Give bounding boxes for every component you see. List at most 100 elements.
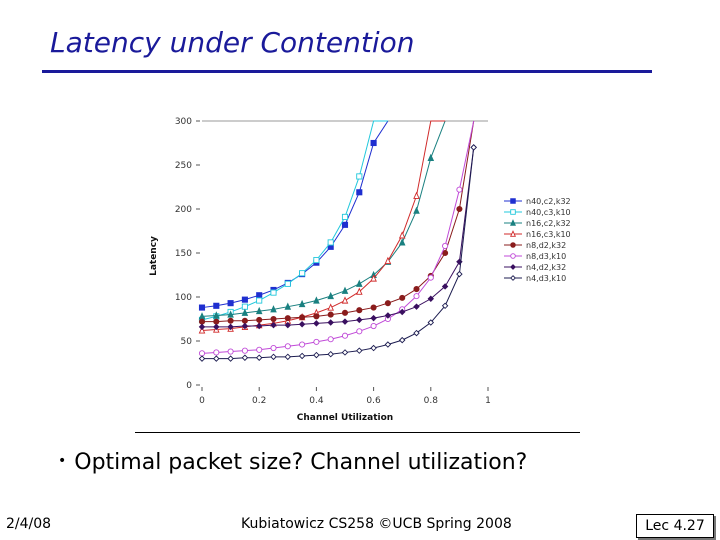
y-tick-label: 200 xyxy=(175,205,192,215)
data-point xyxy=(341,221,349,228)
x-axis-label: Channel Utilization xyxy=(297,413,393,423)
legend-label: n4,d2,k32 xyxy=(526,263,566,272)
data-point xyxy=(213,318,220,325)
data-point xyxy=(241,317,248,324)
data-point xyxy=(255,322,263,330)
data-point xyxy=(370,314,377,322)
data-point xyxy=(298,299,306,308)
data-point xyxy=(510,230,516,237)
data-point xyxy=(198,304,206,311)
data-point xyxy=(327,239,334,246)
data-point xyxy=(384,300,391,307)
data-point xyxy=(227,310,234,318)
data-point xyxy=(398,308,406,316)
slide-date: 2/4/08 xyxy=(6,516,52,532)
data-point xyxy=(284,343,291,350)
slide-title: Latency under Contention xyxy=(50,26,415,59)
data-point xyxy=(441,302,449,310)
legend-label: n16,c3,k10 xyxy=(526,230,571,239)
data-point xyxy=(413,293,420,300)
data-point xyxy=(356,189,363,196)
data-point xyxy=(398,336,406,344)
data-point xyxy=(427,153,435,162)
data-point xyxy=(227,355,234,362)
x-tick-label: 0 xyxy=(199,396,205,406)
y-tick-label: 250 xyxy=(175,161,192,171)
title-underline xyxy=(42,70,652,73)
data-point xyxy=(356,347,363,354)
data-point xyxy=(510,198,516,204)
data-point xyxy=(313,256,320,264)
data-point xyxy=(298,321,306,328)
y-tick-label: 300 xyxy=(175,117,192,127)
data-point xyxy=(370,139,377,147)
series-n4,d3,k10 xyxy=(198,144,477,362)
data-point xyxy=(227,348,234,355)
data-point xyxy=(270,344,277,352)
data-point xyxy=(313,338,320,345)
data-point xyxy=(241,296,248,303)
data-point xyxy=(456,186,463,193)
slide-footer: Kubiatowicz CS258 ©UCB Spring 2008 xyxy=(241,516,512,532)
x-tick-label: 0.6 xyxy=(366,396,381,406)
data-point xyxy=(313,313,320,320)
series-line xyxy=(201,120,446,331)
data-point xyxy=(384,341,392,348)
data-point xyxy=(256,346,263,353)
data-point xyxy=(370,304,377,311)
data-point xyxy=(227,300,234,307)
data-point xyxy=(299,341,306,348)
data-point xyxy=(427,319,435,326)
lecture-number: Lec 4.27 xyxy=(636,514,714,538)
data-point xyxy=(298,352,306,360)
data-point xyxy=(198,355,206,362)
data-point xyxy=(284,280,291,287)
chart-divider xyxy=(135,432,580,433)
data-point xyxy=(510,253,516,259)
data-point xyxy=(284,315,291,322)
data-point xyxy=(510,242,516,248)
data-point xyxy=(341,286,349,294)
data-point xyxy=(256,316,263,323)
data-point xyxy=(256,292,263,299)
data-point xyxy=(370,344,377,352)
bullet-text: Optimal packet size? Channel utilization… xyxy=(74,450,528,475)
data-point xyxy=(341,332,349,339)
data-point xyxy=(413,206,420,214)
data-point xyxy=(213,302,220,309)
data-point xyxy=(398,231,406,239)
data-point xyxy=(241,303,248,310)
data-point xyxy=(413,191,420,199)
data-point xyxy=(255,306,263,315)
bullet-point: • Optimal packet size? Channel utilizatio… xyxy=(58,450,527,475)
legend-label: n40,c3,k10 xyxy=(526,208,571,217)
data-point xyxy=(356,279,363,287)
data-point xyxy=(299,314,306,321)
legend-label: n4,d3,k10 xyxy=(526,274,566,283)
data-point xyxy=(341,296,349,304)
data-point xyxy=(213,349,220,356)
data-point xyxy=(327,291,334,300)
series-line xyxy=(201,120,389,309)
data-point xyxy=(413,329,420,337)
data-point xyxy=(270,305,277,313)
data-point xyxy=(213,311,220,319)
data-point xyxy=(256,297,263,304)
chart-axes: 0 50 100 150 200 250 300 0 0.2 0.4 0.6 0.8 1 xyxy=(175,117,491,406)
data-point xyxy=(284,353,292,361)
legend-label: n8,d3,k10 xyxy=(526,252,566,261)
data-point xyxy=(341,309,349,316)
data-point xyxy=(327,350,334,358)
data-point xyxy=(213,323,220,331)
data-point xyxy=(356,328,363,335)
data-point xyxy=(270,353,277,361)
y-tick-label: 100 xyxy=(175,293,192,303)
data-point xyxy=(241,347,248,354)
y-tick-label: 0 xyxy=(186,381,192,391)
data-point xyxy=(198,323,206,331)
data-point xyxy=(341,349,349,356)
x-tick-label: 1 xyxy=(485,396,491,406)
chart-series xyxy=(198,120,477,362)
data-point xyxy=(399,294,406,301)
data-point xyxy=(198,350,206,357)
